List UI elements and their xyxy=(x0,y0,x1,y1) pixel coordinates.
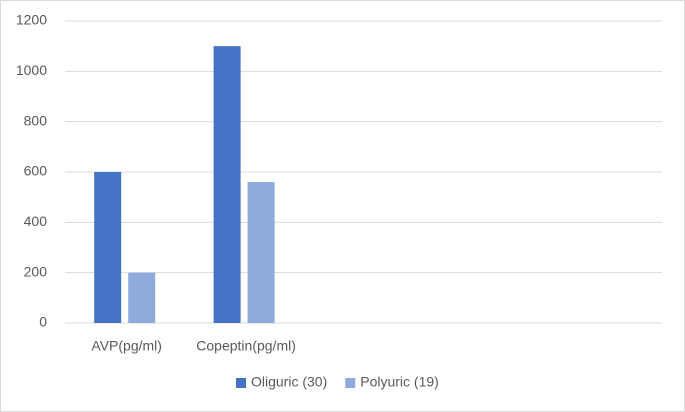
bar xyxy=(247,182,275,323)
y-tick-label: 200 xyxy=(24,263,48,279)
legend-label: Polyuric (19) xyxy=(360,374,439,390)
y-tick-label: 800 xyxy=(24,112,48,128)
y-tick-label: 1200 xyxy=(16,12,47,28)
y-tick-label: 0 xyxy=(39,314,47,330)
bar xyxy=(128,272,156,323)
x-tick-label: Copeptin(pg/ml) xyxy=(196,338,296,354)
legend-swatch xyxy=(345,378,356,388)
legend-label: Oliguric (30) xyxy=(251,374,327,390)
x-tick-label: AVP(pg/ml) xyxy=(91,338,162,354)
bar xyxy=(94,172,122,323)
legend-swatch xyxy=(236,378,246,388)
y-tick-label: 1000 xyxy=(16,62,47,78)
y-tick-label: 600 xyxy=(24,163,48,179)
bar xyxy=(213,46,241,324)
y-tick-label: 400 xyxy=(24,213,48,229)
